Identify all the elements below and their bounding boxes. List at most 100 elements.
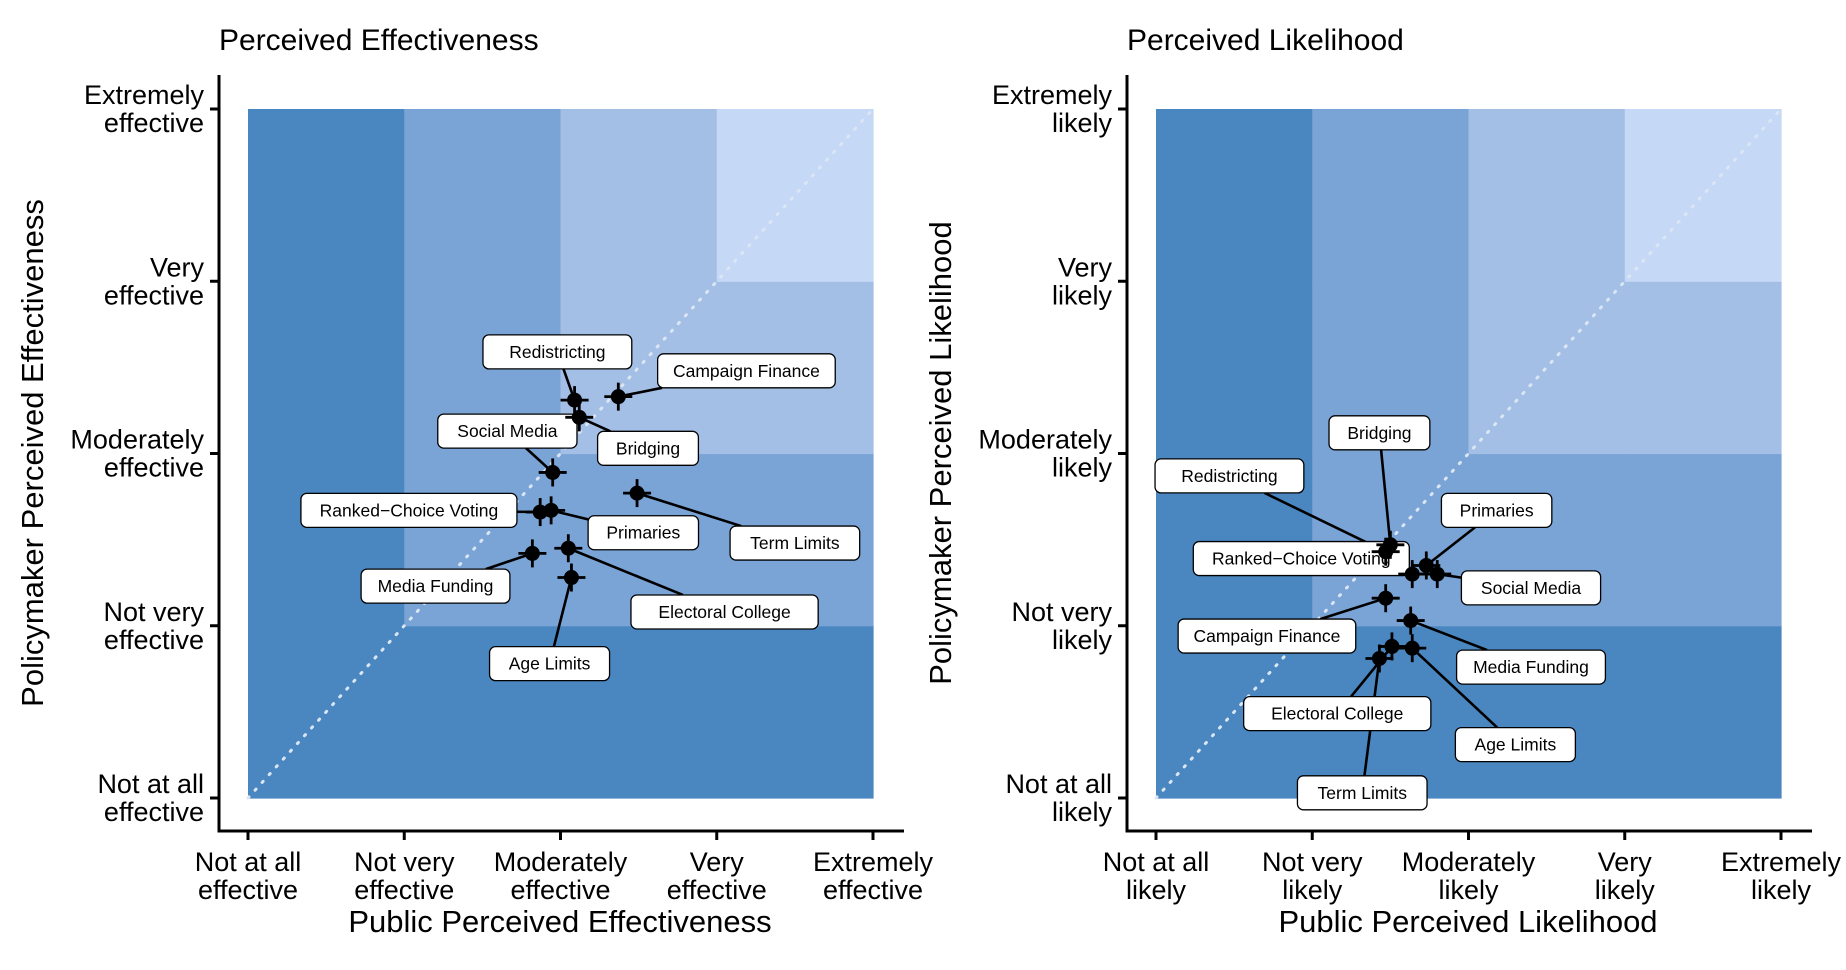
- label-box: [1243, 695, 1432, 732]
- y-tick-label: Moderately: [70, 425, 204, 455]
- label-text: Ranked−Choice Voting: [320, 500, 499, 520]
- data-point: [545, 464, 561, 480]
- label-box: [1460, 570, 1602, 606]
- label-box: [360, 568, 511, 604]
- label-text: Media Funding: [1473, 657, 1589, 677]
- x-tick-label: effective: [510, 875, 610, 905]
- y-tick-label: Extremely: [84, 80, 205, 110]
- label-box: [1177, 618, 1357, 654]
- data-point: [629, 485, 645, 501]
- y-tick-label: likely: [1052, 108, 1113, 138]
- data-point: [571, 409, 587, 425]
- leader-line: [552, 577, 573, 647]
- points: [518, 382, 652, 592]
- x-tick-label: Moderately: [1402, 847, 1536, 877]
- band-tile: [1624, 453, 1782, 627]
- point-labels: Bridging Redistricting Primaries Ranked−Cho…: [1154, 415, 1607, 811]
- data-point: [1384, 638, 1400, 654]
- y-axis-title: Policymaker Perceived Likelihood: [923, 221, 958, 685]
- label-text: Campaign Finance: [673, 361, 820, 381]
- label-text: Ranked−Choice Voting: [1212, 549, 1391, 569]
- background-bands: [248, 109, 874, 799]
- x-tick-label: likely: [1126, 875, 1187, 905]
- y-tick-label: effective: [104, 280, 204, 310]
- label-box: [1296, 775, 1428, 811]
- label-text: Age Limits: [1475, 735, 1557, 755]
- band-tile: [1156, 281, 1313, 455]
- band-tile: [1624, 625, 1782, 799]
- data-point: [1378, 590, 1394, 606]
- data-point: [1403, 613, 1419, 629]
- x-tick-label: effective: [354, 875, 454, 905]
- x-axis-title: Public Perceived Likelihood: [1278, 904, 1657, 939]
- data-point: [1418, 557, 1434, 573]
- data-point: [610, 389, 626, 405]
- label-text: Bridging: [1347, 423, 1411, 443]
- band-tile: [1468, 109, 1626, 282]
- band-tile: [1312, 109, 1470, 282]
- x-tick-label: effective: [667, 875, 767, 905]
- data-point: [1404, 640, 1420, 656]
- leader-line: [636, 491, 742, 528]
- label-box: [482, 334, 633, 370]
- y-tick-label: likely: [1052, 797, 1113, 827]
- data-point: [543, 502, 559, 518]
- label-box: [300, 492, 518, 528]
- band-tile: [1156, 109, 1313, 282]
- y-tick-label: effective: [104, 108, 204, 138]
- label-box: [587, 515, 700, 551]
- band-tile: [1624, 281, 1782, 455]
- band-tile: [560, 109, 718, 282]
- band-tile: [1624, 109, 1782, 282]
- x-axis-title: Public Perceived Effectiveness: [348, 904, 771, 939]
- leader-line: [1410, 619, 1488, 652]
- label-text: Redistricting: [509, 342, 605, 362]
- x-tick-label: Not very: [1262, 847, 1363, 877]
- label-text: Primaries: [1460, 500, 1534, 520]
- label-text: Bridging: [616, 438, 680, 458]
- label-text: Social Media: [457, 421, 557, 441]
- band-tile: [716, 625, 874, 799]
- y-tick-label: likely: [1052, 280, 1113, 310]
- label-box: [1440, 492, 1553, 528]
- data-point: [563, 570, 579, 586]
- point-labels: Redistricting Campaign Finance Bridging Soc…: [300, 334, 861, 682]
- label-text: Electoral College: [1271, 704, 1403, 724]
- y-tick-label: Not very: [1011, 597, 1112, 627]
- label-box: [488, 645, 611, 682]
- label-box: [656, 353, 836, 389]
- y-tick-label: Not at all: [97, 769, 204, 799]
- leader-line: [485, 552, 533, 571]
- label-box: [1154, 458, 1305, 494]
- data-point: [1404, 566, 1420, 582]
- y-tick-label: Very: [150, 252, 205, 282]
- x-tick-label: likely: [1438, 875, 1499, 905]
- x-tick-label: likely: [1282, 875, 1343, 905]
- y-tick-label: Not very: [103, 597, 204, 627]
- label-box: [1454, 726, 1577, 763]
- y-tick-label: Very: [1058, 252, 1113, 282]
- label-text: Electoral College: [658, 602, 790, 622]
- leader-line: [1319, 596, 1387, 621]
- label-text: Term Limits: [1318, 783, 1408, 803]
- x-tick-label: Extremely: [1721, 847, 1842, 877]
- leader-line: [567, 547, 684, 597]
- label-text: Term Limits: [750, 533, 840, 553]
- leader-line: [1425, 526, 1476, 567]
- leader-lines: [485, 368, 742, 647]
- x-tick-label: likely: [1595, 875, 1656, 905]
- panel-title: Perceived Effectiveness: [219, 24, 539, 57]
- label-text: Social Media: [1481, 578, 1581, 598]
- points: [1365, 530, 1452, 673]
- x-tick-label: Not at all: [195, 847, 302, 877]
- x-tick-label: effective: [823, 875, 923, 905]
- data-point: [1429, 566, 1445, 582]
- label-text: Media Funding: [378, 576, 494, 596]
- data-point: [1371, 650, 1387, 666]
- data-point: [524, 545, 540, 561]
- x-tick-label: effective: [198, 875, 298, 905]
- x-tick-label: likely: [1751, 875, 1812, 905]
